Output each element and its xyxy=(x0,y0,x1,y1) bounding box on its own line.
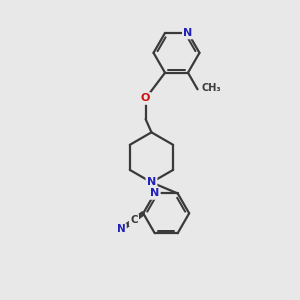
Text: C: C xyxy=(130,215,138,225)
Text: N: N xyxy=(117,224,125,235)
Text: N: N xyxy=(150,188,159,198)
Text: N: N xyxy=(183,28,193,38)
Text: N: N xyxy=(147,177,156,188)
Text: CH₃: CH₃ xyxy=(201,83,221,93)
Text: O: O xyxy=(141,94,150,103)
